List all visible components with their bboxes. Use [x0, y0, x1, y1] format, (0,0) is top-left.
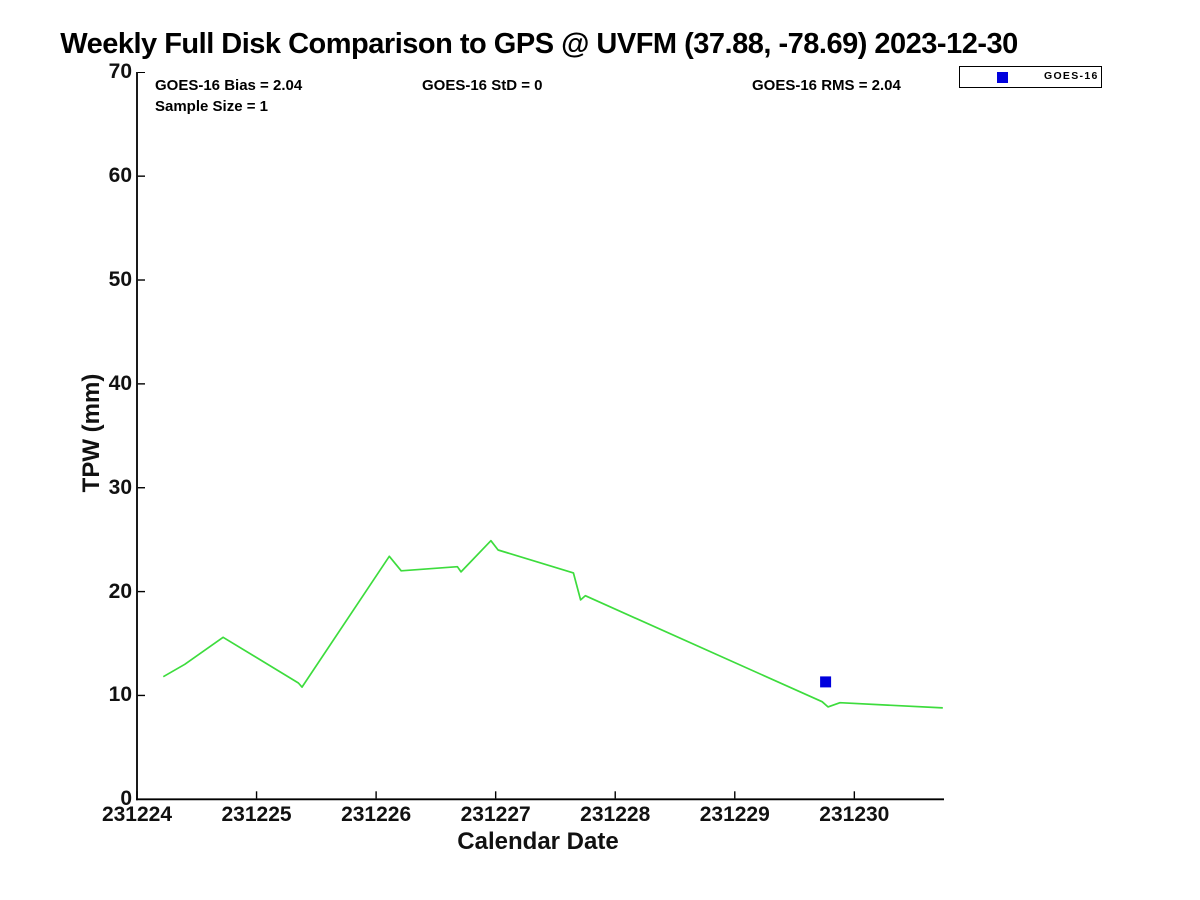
chart-title: Weekly Full Disk Comparison to GPS @ UVF…: [60, 28, 1018, 60]
y-tick-label: 10: [108, 683, 132, 707]
stat-sample-size: Sample Size = 1: [155, 98, 268, 115]
y-tick-label: 20: [108, 579, 132, 603]
gps-tpw-line: [162, 539, 943, 709]
goes16-data-marker: [820, 676, 832, 688]
x-tick-label: 231228: [580, 803, 651, 826]
stat-bias: GOES-16 Bias = 2.04: [155, 77, 303, 94]
y-tick-label: 30: [108, 475, 132, 499]
goes16-legend-marker-icon: [997, 72, 1008, 83]
legend: GOES-16: [959, 66, 1102, 88]
y-tick-label: 60: [108, 164, 132, 188]
plot-area: [136, 72, 944, 801]
y-tick-label: 70: [108, 60, 132, 84]
stat-rms: GOES-16 RMS = 2.04: [752, 77, 901, 94]
y-tick-label: 50: [108, 268, 132, 291]
x-tick-label: 231229: [699, 803, 770, 826]
x-tick-label: 231225: [221, 803, 292, 826]
stat-std: GOES-16 StD = 0: [422, 77, 543, 94]
y-tick-label: 40: [108, 371, 132, 395]
x-axis-label: Calendar Date: [457, 828, 619, 855]
x-tick-label: 231226: [341, 803, 412, 826]
y-tick-label: 0: [120, 787, 132, 811]
x-tick-label: 231230: [819, 803, 890, 826]
x-tick-label: 231224: [101, 803, 173, 826]
legend-label-goes16: GOES-16: [1044, 70, 1099, 82]
x-tick-label: 231227: [460, 803, 531, 826]
